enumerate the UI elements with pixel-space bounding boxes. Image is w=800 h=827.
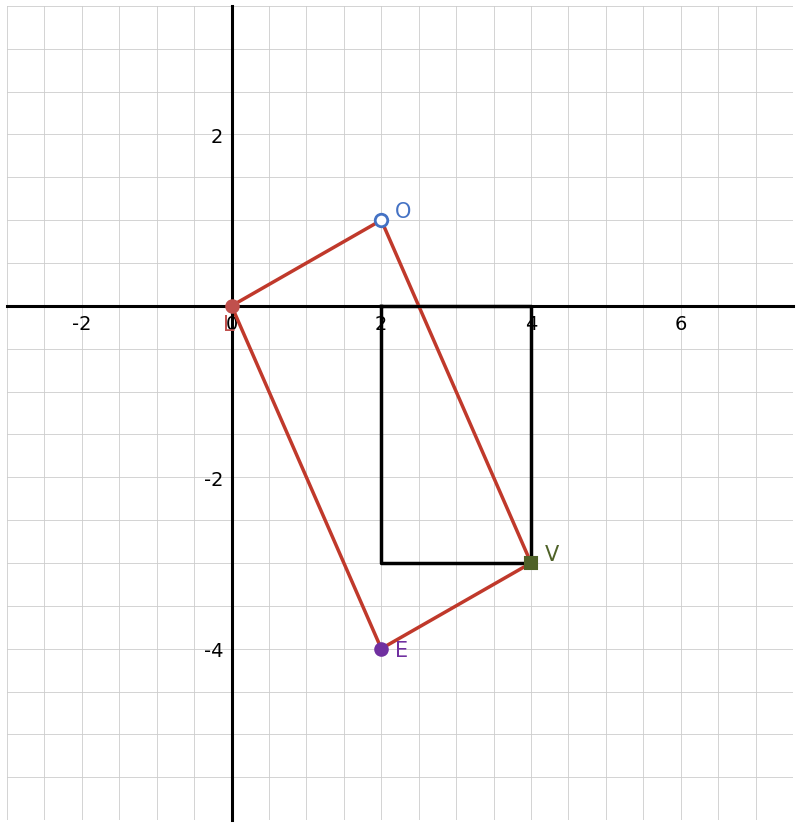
Text: L: L (222, 314, 234, 334)
Text: V: V (545, 544, 558, 564)
Text: E: E (394, 640, 408, 660)
Text: O: O (394, 202, 411, 222)
